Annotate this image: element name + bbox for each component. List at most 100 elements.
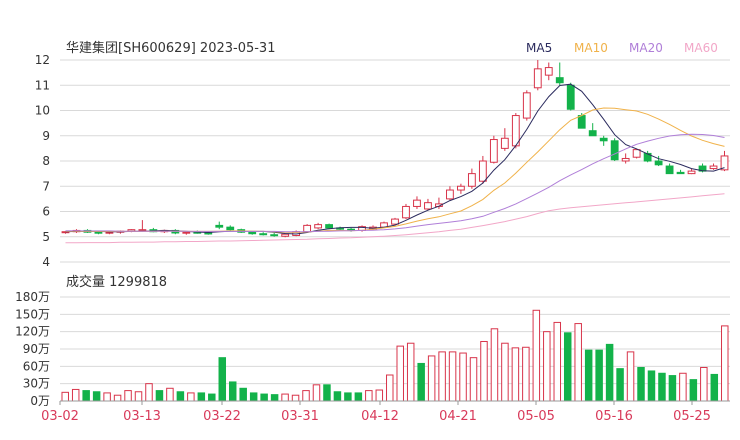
candle-body <box>577 115 586 129</box>
price-tick-label: 8 <box>42 154 50 168</box>
price-tick-label: 6 <box>42 205 50 219</box>
ma60-legend-label: MA60 <box>684 41 718 55</box>
volume-bar <box>386 374 394 402</box>
volume-bar <box>344 392 352 402</box>
price-tick-label: 12 <box>35 53 50 67</box>
volume-bar <box>710 373 719 402</box>
candle-body <box>325 224 334 229</box>
volume-bar <box>124 390 132 402</box>
volume-bar <box>637 366 645 402</box>
candle <box>61 231 70 234</box>
volume-bar <box>605 343 614 402</box>
price-tick-label: 5 <box>42 230 50 244</box>
volume-bar <box>375 389 384 402</box>
volume-bar <box>239 387 247 402</box>
volume-bar <box>187 392 195 402</box>
volume-bar <box>448 351 457 402</box>
volume-tick-label: 120万 <box>15 325 50 339</box>
candle-body <box>665 165 674 175</box>
volume-bar <box>312 384 321 402</box>
volume-bar-series <box>61 309 729 402</box>
candle <box>566 82 575 111</box>
volume-bar <box>365 390 373 402</box>
volume-bar <box>480 340 488 402</box>
candle <box>599 135 608 146</box>
candle <box>500 128 509 151</box>
candle <box>456 183 465 194</box>
chart-title: 华建集团[SH600629] 2023-05-31 <box>66 40 275 56</box>
candle-body <box>259 233 268 236</box>
volume-bar <box>647 370 656 402</box>
candle <box>632 148 641 159</box>
volume-bar <box>658 372 666 402</box>
candle <box>478 155 487 184</box>
candle-body <box>456 185 465 191</box>
volume-bar <box>501 342 509 402</box>
date-tick-label: 03-22 <box>203 409 241 424</box>
price-tick-label: 7 <box>42 179 50 193</box>
candle-body <box>61 231 70 234</box>
volume-bar <box>134 391 143 402</box>
volume-bar <box>323 384 331 402</box>
volume-bar <box>270 394 279 402</box>
candle-body <box>533 68 542 89</box>
candle-body <box>632 149 641 158</box>
candle-body <box>687 170 696 175</box>
volume-tick-label: 150万 <box>15 307 50 321</box>
volume-bar <box>249 392 258 402</box>
date-x-axis: 03-02 03-13 03-22 03-31 04-12 04-21 05-05 05-16… <box>41 400 730 424</box>
ma20-line <box>65 133 725 233</box>
date-tick-label: 03-13 <box>123 409 161 424</box>
candle <box>424 198 432 211</box>
volume-bar <box>333 391 342 402</box>
candle-body <box>424 202 432 210</box>
candle-body <box>654 160 663 166</box>
volume-bar <box>584 349 593 402</box>
volume-bar <box>543 331 551 402</box>
moving-average-lines <box>65 83 725 244</box>
candle-body <box>138 229 147 232</box>
volume-tick-label: 180万 <box>15 290 50 304</box>
ma-legend: MA5 MA10 MA20 MA60 <box>526 41 718 55</box>
candle-body <box>204 232 213 235</box>
candle <box>215 221 224 230</box>
candle-body <box>391 218 399 225</box>
volume-bar <box>113 394 122 402</box>
date-tick-label: 05-16 <box>595 409 633 424</box>
volume-bar <box>103 392 111 402</box>
volume-bar <box>208 393 216 402</box>
candle <box>588 123 597 137</box>
volume-bar <box>260 393 268 402</box>
candle-body <box>709 165 718 170</box>
candle-body <box>621 157 630 162</box>
candle-body <box>413 199 421 207</box>
date-tick-label: 04-21 <box>439 409 477 424</box>
candle <box>413 196 421 209</box>
volume-bar <box>406 342 415 402</box>
volume-bar <box>689 379 698 402</box>
ma10-line <box>65 107 725 234</box>
volume-bar <box>281 393 289 402</box>
candle <box>303 224 312 233</box>
candle <box>446 186 454 201</box>
candlestick-series <box>61 60 729 238</box>
candle-body <box>402 205 410 219</box>
volume-bar <box>700 366 708 402</box>
candle <box>182 231 191 235</box>
volume-bar <box>553 321 562 402</box>
candle-body <box>303 224 312 233</box>
volume-bar <box>197 392 206 402</box>
volume-bar <box>574 323 582 402</box>
volume-bar <box>469 357 478 402</box>
candle <box>314 222 323 230</box>
candle-body <box>566 84 575 110</box>
ma5-legend-label: MA5 <box>526 41 552 55</box>
date-tick-label: 03-02 <box>41 409 79 424</box>
candle-body <box>500 137 509 149</box>
volume-bar <box>438 351 446 402</box>
volume-bar <box>71 388 80 402</box>
volume-bar <box>145 383 153 402</box>
candle-body <box>281 233 290 237</box>
price-y-axis: 12 11 10 9 8 7 6 5 4 <box>35 53 50 269</box>
